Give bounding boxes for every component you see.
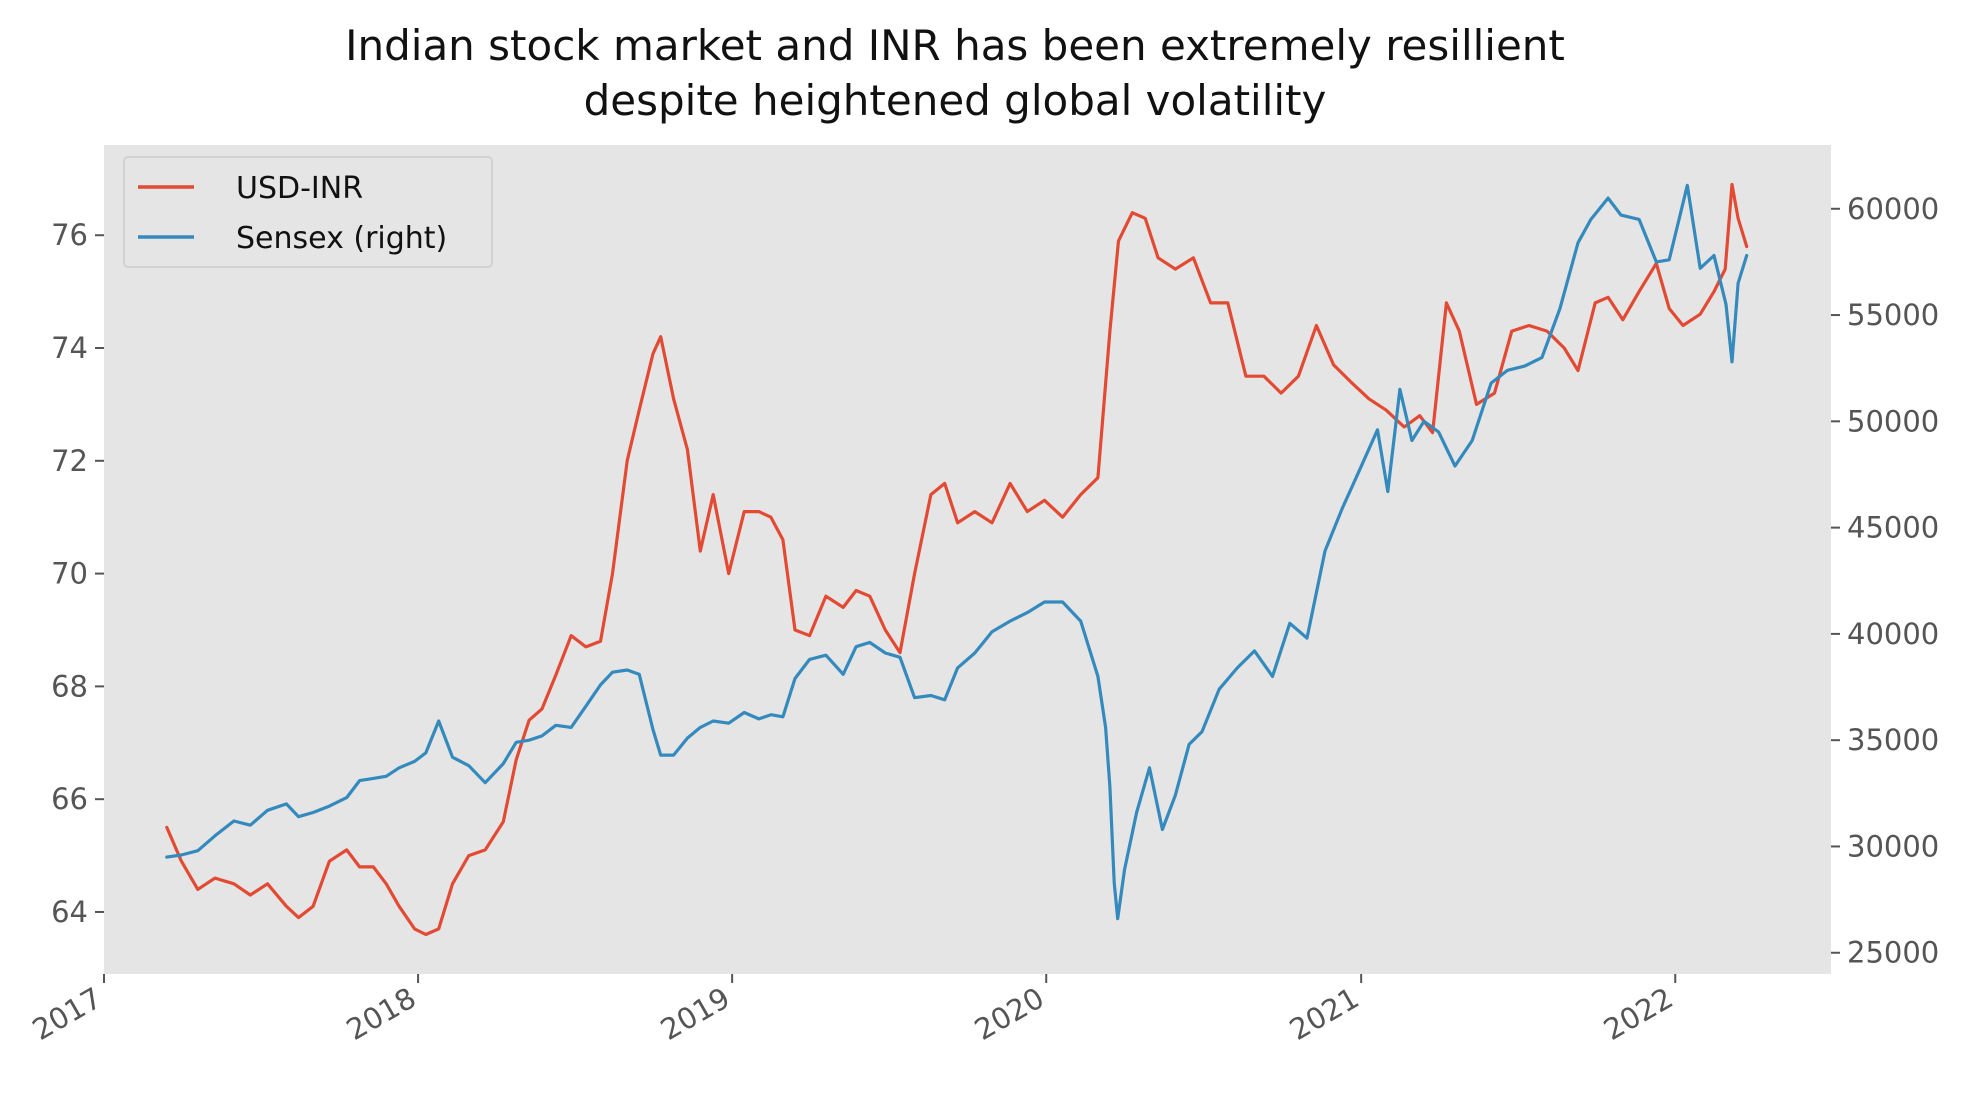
y2-tick-label: 55000	[1847, 298, 1939, 332]
series-line-usd-inr	[165, 182, 1749, 937]
y-tick-label: 74	[51, 331, 88, 365]
y2-tick-label: 35000	[1847, 723, 1939, 757]
series-line-sensex-right	[165, 183, 1749, 921]
y2-tick-label: 50000	[1847, 404, 1939, 438]
y2-tick-label: 25000	[1847, 936, 1939, 970]
y-tick-label: 66	[51, 782, 88, 816]
y2-tick-label: 60000	[1847, 192, 1939, 226]
y2-tick-label: 30000	[1847, 829, 1939, 863]
chart-title-line-1: Indian stock market and INR has been ext…	[345, 21, 1565, 70]
y2-tick-label: 40000	[1847, 617, 1939, 651]
legend	[123, 156, 493, 268]
plot-area	[104, 145, 1831, 974]
y-tick-label: 64	[51, 895, 88, 929]
chart-title-line-2: despite heightened global volatility	[584, 76, 1327, 125]
legend-label-usd-inr: USD-INR	[236, 171, 363, 206]
y-tick-label: 72	[51, 444, 88, 478]
legend-label-sensex-right: Sensex (right)	[236, 221, 447, 256]
y2-tick-label: 45000	[1847, 511, 1939, 545]
y-tick-label: 70	[51, 557, 88, 591]
y-tick-label: 76	[51, 218, 88, 252]
y-tick-label: 68	[51, 669, 88, 703]
